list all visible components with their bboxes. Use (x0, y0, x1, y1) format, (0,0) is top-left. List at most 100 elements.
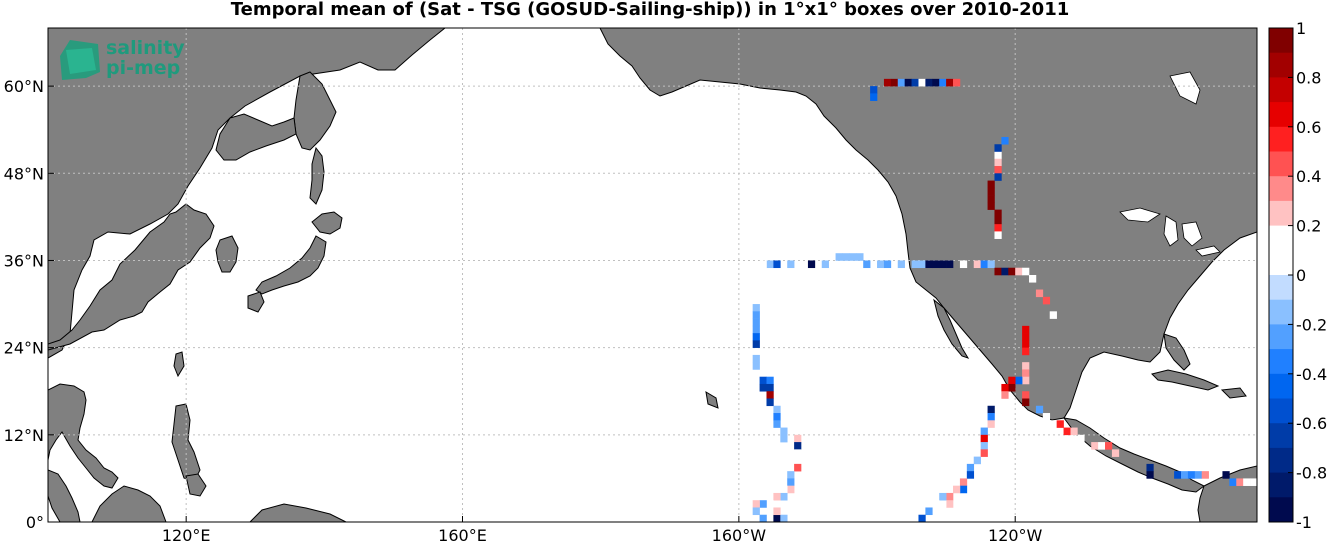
kyushu (247, 291, 265, 313)
data-cell (1174, 471, 1182, 479)
data-cell (925, 260, 933, 269)
data-cell (980, 434, 988, 443)
data-cell (1015, 267, 1023, 276)
y-tick-label: 24°N (4, 339, 44, 358)
colorbar-tick-label: -0.4 (1296, 365, 1327, 384)
data-cell (994, 231, 1002, 239)
y-tick-label: 60°N (4, 77, 44, 96)
data-cell (787, 471, 795, 479)
data-cell (877, 260, 885, 269)
data-cell (1008, 267, 1016, 276)
colorbar-segment (1269, 299, 1293, 325)
data-cell (987, 180, 995, 189)
colorbar-tick-label: 0 (1296, 266, 1306, 285)
colorbar-segment (1269, 126, 1293, 152)
data-cell (787, 260, 795, 269)
y-tick-label: 36°N (4, 251, 44, 270)
data-cell (1049, 420, 1057, 428)
data-cell (794, 449, 802, 457)
map-gridlines (48, 28, 1257, 522)
okhotsk-coast (215, 113, 297, 161)
data-cell (766, 500, 774, 508)
map-frame (47, 27, 1258, 523)
data-cell (953, 78, 961, 87)
y-tick-label: 12°N (4, 426, 44, 445)
x-tick-label: 160°E (438, 526, 487, 544)
north-america (599, 28, 1257, 421)
colorbar-tick-label: -0.2 (1296, 315, 1327, 334)
colorbar-segment (1269, 52, 1293, 78)
data-cell (932, 260, 940, 269)
data-cell (994, 267, 1002, 276)
colorbar-tick-label: 0.8 (1296, 68, 1321, 87)
colorbar-tick-label: -1 (1296, 513, 1312, 532)
colorbar-tick-label: 1 (1296, 19, 1306, 38)
data-cell (759, 500, 767, 508)
data-cell (780, 485, 788, 494)
data-cell (1201, 471, 1209, 479)
data-cell (1022, 347, 1030, 356)
data-cell (794, 434, 802, 443)
great-lakes (1119, 71, 1221, 257)
data-cell (987, 405, 995, 414)
data-cell (1181, 471, 1189, 479)
data-cell (890, 78, 899, 87)
data-cell (1146, 471, 1154, 479)
data-cell (973, 456, 981, 465)
data-cell (987, 195, 995, 203)
salinity-pi-mep-logo: salinity pi-mep (60, 37, 185, 80)
colorbar-segment (1269, 447, 1293, 474)
colorbar-tick-label: -0.6 (1296, 414, 1327, 433)
colorbar-segment (1269, 349, 1293, 375)
data-cell (773, 405, 781, 414)
chart-title: Temporal mean of (Sat - TSG (GOSUD-Saili… (231, 0, 1070, 20)
data-cell (1029, 275, 1037, 283)
data-cell (870, 93, 878, 101)
y-tick-label: 48°N (4, 164, 44, 183)
data-cell (1001, 383, 1009, 392)
data-cell (959, 260, 968, 269)
data-cell (959, 485, 968, 494)
data-cell (939, 500, 947, 508)
cuba (1151, 369, 1220, 391)
colorbar-tick-labels: 1 0.8 0.6 0.4 0.2 0 -0.2 -0.4 -0.6 -0.8 -1 (1288, 19, 1327, 532)
data-cell (842, 253, 850, 261)
data-cell (932, 500, 940, 508)
colorbar-segment (1269, 423, 1293, 449)
data-cell (773, 492, 781, 501)
data-cell (856, 253, 864, 261)
data-cell (1049, 311, 1057, 319)
data-cells (752, 78, 1257, 522)
data-cell (766, 260, 774, 269)
honshu (255, 235, 327, 295)
data-cell (980, 260, 988, 269)
svg-text:pi-mep: pi-mep (106, 57, 180, 79)
data-cell (752, 354, 760, 363)
colorbar-segment (1269, 200, 1293, 227)
data-cell (766, 383, 774, 392)
data-cell (1008, 383, 1016, 392)
data-cell (939, 260, 947, 269)
data-cell (1105, 442, 1113, 450)
sakhalin (309, 146, 325, 205)
colorbar-tick-label: -0.8 (1296, 464, 1327, 483)
data-cell (794, 442, 802, 450)
data-cell (1022, 340, 1030, 348)
data-cell (1146, 463, 1154, 472)
data-cell (939, 78, 947, 87)
x-tick-label: 120°W (988, 526, 1043, 544)
colorbar-segment (1269, 225, 1293, 251)
data-cell (1222, 471, 1230, 479)
hokkaido (311, 211, 343, 235)
data-cell (932, 78, 940, 87)
data-cell (766, 391, 774, 399)
data-cell (994, 216, 1002, 225)
data-cell (773, 507, 781, 516)
data-cell (918, 514, 926, 522)
data-cell (752, 507, 760, 516)
data-cell (1001, 267, 1009, 276)
data-cell (752, 304, 760, 312)
x-tick-labels: 120°E 160°E 160°W 120°W (162, 516, 1293, 544)
data-cell (752, 500, 760, 508)
data-cell (752, 362, 760, 370)
